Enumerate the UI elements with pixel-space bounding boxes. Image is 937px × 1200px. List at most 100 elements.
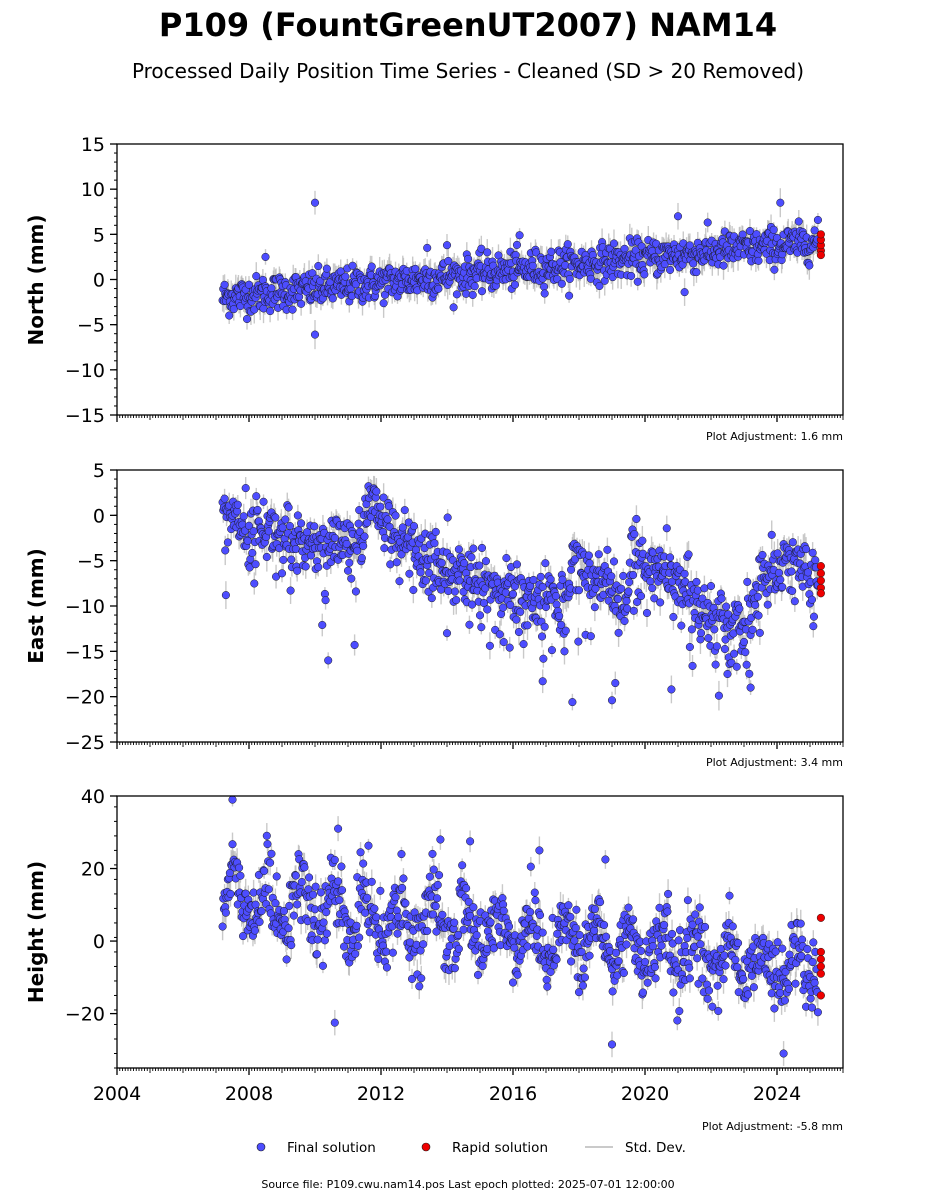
north-final-point bbox=[449, 303, 458, 312]
east-final-point bbox=[244, 521, 254, 530]
north-rapid-points bbox=[816, 230, 825, 260]
east-final-point bbox=[345, 558, 354, 567]
height-series bbox=[218, 796, 825, 1066]
east-final-point bbox=[395, 577, 404, 586]
east-final-point bbox=[277, 569, 287, 578]
east-panel: East (mm) Plot Adjustment: 3.4 mm −25 −20… bbox=[24, 460, 844, 769]
north-final-points bbox=[218, 198, 822, 339]
east-final-point bbox=[547, 646, 556, 655]
north-final-point bbox=[745, 227, 754, 236]
east-final-point bbox=[773, 549, 782, 558]
east-y-tick-label: −25 bbox=[65, 732, 105, 754]
north-final-point bbox=[351, 280, 360, 289]
east-final-point bbox=[613, 594, 622, 604]
height-ylabel: Height (mm) bbox=[24, 861, 48, 1003]
east-final-point bbox=[662, 524, 671, 533]
east-final-point bbox=[519, 640, 528, 649]
east-final-point bbox=[745, 669, 754, 678]
east-final-point bbox=[638, 536, 647, 545]
north-final-point bbox=[328, 294, 337, 303]
east-final-point bbox=[585, 559, 594, 568]
north-final-point bbox=[565, 291, 574, 300]
north-final-point bbox=[586, 274, 595, 283]
east-final-point bbox=[787, 567, 796, 576]
east-final-point bbox=[603, 545, 612, 554]
north-final-point bbox=[452, 290, 461, 299]
east-final-point bbox=[469, 544, 478, 553]
north-final-point bbox=[444, 256, 453, 266]
east-rapid-points bbox=[816, 562, 825, 598]
east-final-point bbox=[609, 557, 619, 566]
east-final-point bbox=[379, 493, 388, 502]
east-y-tick-label: −20 bbox=[65, 687, 105, 709]
north-final-point bbox=[633, 277, 642, 286]
north-y-tick-label: −5 bbox=[77, 315, 105, 337]
north-final-point bbox=[470, 282, 479, 291]
north-final-point bbox=[442, 241, 452, 250]
east-final-point bbox=[636, 592, 646, 601]
east-final-point bbox=[755, 628, 764, 637]
east-final-point bbox=[398, 523, 407, 532]
east-final-point bbox=[711, 660, 720, 669]
east-final-point bbox=[475, 611, 485, 620]
east-final-point bbox=[391, 511, 400, 520]
east-final-point bbox=[723, 669, 732, 679]
east-final-point bbox=[271, 513, 280, 522]
east-final-point bbox=[443, 513, 452, 522]
east-final-point bbox=[252, 492, 261, 501]
north-final-point bbox=[341, 272, 350, 281]
east-rapid-point bbox=[816, 576, 825, 585]
east-ylabel: East (mm) bbox=[24, 548, 48, 664]
east-final-point bbox=[425, 568, 434, 578]
east-final-point bbox=[650, 594, 659, 603]
north-final-point bbox=[477, 244, 486, 253]
north-final-point bbox=[515, 231, 524, 240]
east-final-point bbox=[561, 626, 570, 635]
east-final-point bbox=[499, 638, 508, 647]
east-final-point bbox=[743, 577, 752, 586]
north-final-point bbox=[310, 330, 320, 339]
east-final-point bbox=[409, 585, 418, 595]
north-final-point bbox=[483, 248, 492, 257]
east-final-point bbox=[293, 566, 302, 575]
east-final-point bbox=[253, 505, 262, 515]
east-final-point bbox=[620, 616, 629, 626]
east-final-point bbox=[385, 522, 394, 531]
east-final-point bbox=[529, 575, 538, 585]
north-final-point bbox=[510, 280, 520, 289]
east-final-point bbox=[460, 559, 469, 568]
east-final-point bbox=[648, 584, 657, 593]
east-final-point bbox=[537, 632, 547, 641]
east-final-point bbox=[607, 572, 616, 581]
north-final-point bbox=[689, 259, 698, 268]
north-final-point bbox=[557, 279, 566, 288]
north-final-point bbox=[692, 268, 701, 277]
north-final-point bbox=[609, 239, 619, 248]
east-final-point bbox=[724, 610, 733, 619]
north-final-point bbox=[620, 244, 629, 253]
east-final-point bbox=[350, 640, 359, 650]
north-final-point bbox=[794, 217, 803, 226]
east-final-point bbox=[351, 587, 360, 596]
east-final-point bbox=[630, 530, 639, 539]
east-final-point bbox=[223, 538, 232, 547]
east-final-point bbox=[523, 621, 532, 630]
east-final-point bbox=[475, 561, 484, 570]
east-final-point bbox=[467, 553, 476, 562]
east-final-point bbox=[539, 654, 548, 663]
east-final-point bbox=[363, 518, 372, 527]
east-final-point bbox=[732, 662, 741, 671]
east-final-point bbox=[570, 555, 580, 564]
east-final-point bbox=[778, 582, 787, 592]
east-final-point bbox=[646, 577, 655, 586]
chart-subtitle: Processed Daily Position Time Series - C… bbox=[132, 59, 804, 83]
north-final-point bbox=[512, 240, 522, 249]
east-final-point bbox=[343, 566, 353, 575]
north-final-point bbox=[379, 299, 388, 308]
east-final-point bbox=[607, 696, 617, 705]
north-final-point bbox=[242, 314, 252, 324]
east-final-point bbox=[483, 605, 492, 614]
north-final-point bbox=[532, 248, 541, 257]
north-final-point bbox=[813, 215, 822, 225]
east-final-point bbox=[357, 554, 366, 563]
